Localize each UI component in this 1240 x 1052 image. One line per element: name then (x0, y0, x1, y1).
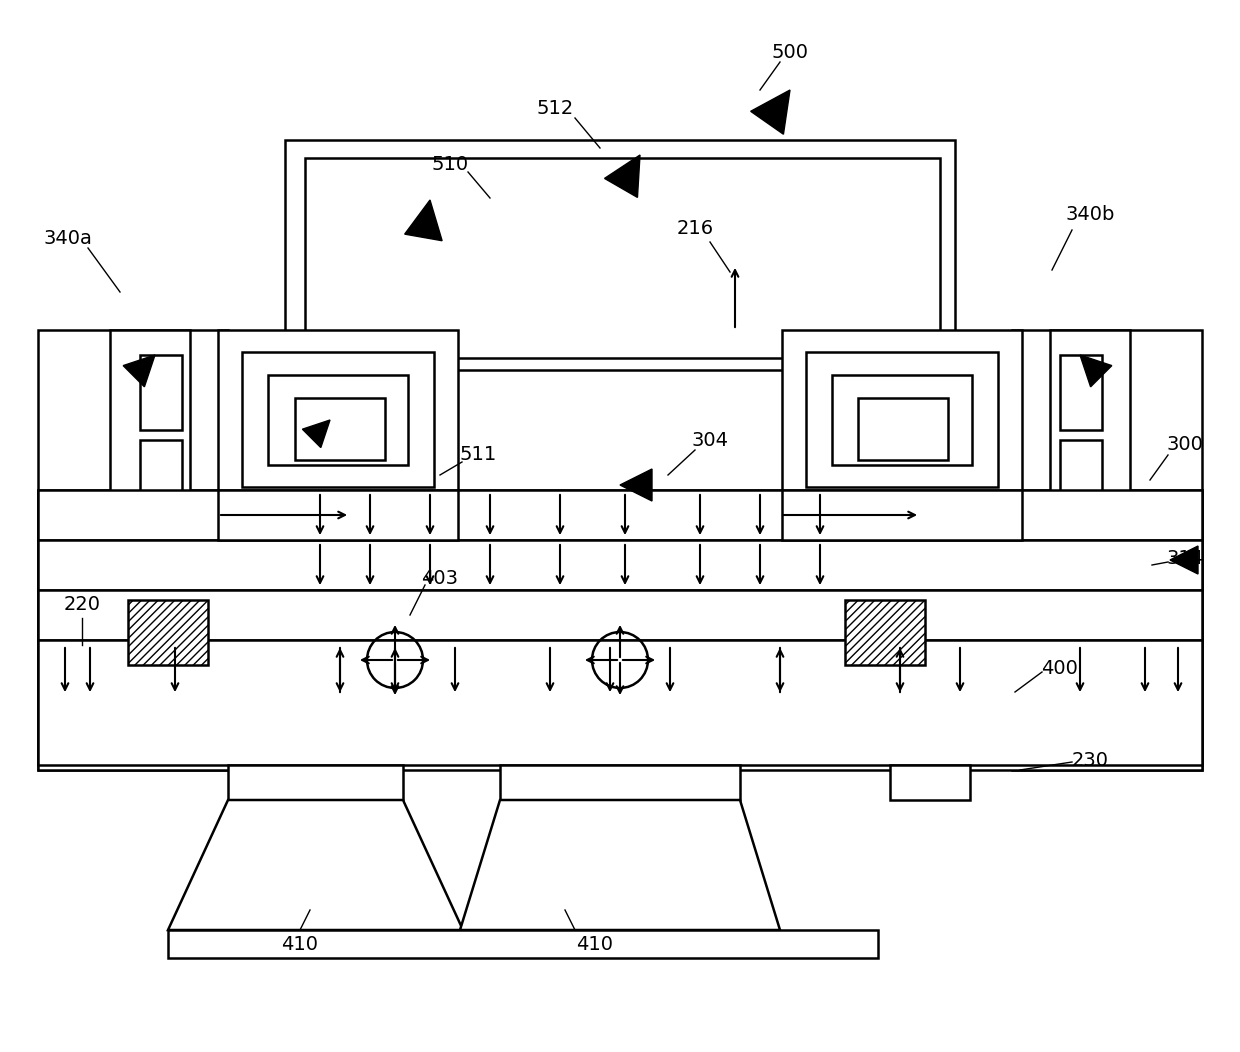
Polygon shape (1171, 546, 1198, 574)
Text: 400: 400 (1042, 659, 1079, 677)
Text: 340b: 340b (1065, 205, 1115, 224)
Polygon shape (1080, 355, 1112, 387)
Bar (305, 158, 940, 358)
Bar (128, 600, 208, 665)
Bar (782, 490, 1022, 540)
Bar (832, 375, 972, 465)
Bar (1060, 440, 1102, 510)
Text: 512: 512 (537, 99, 574, 118)
Polygon shape (460, 800, 780, 930)
Bar (295, 398, 384, 460)
Text: 410: 410 (577, 935, 614, 954)
Text: 500: 500 (771, 42, 808, 61)
Bar (228, 765, 403, 800)
Bar (218, 490, 458, 540)
Bar (844, 600, 925, 665)
Bar (140, 440, 182, 510)
Text: 304: 304 (692, 430, 729, 449)
Polygon shape (404, 200, 443, 241)
Bar (38, 590, 1202, 640)
Bar (167, 930, 878, 958)
Bar (218, 330, 458, 505)
Bar (285, 140, 955, 370)
Bar (38, 490, 1202, 770)
Bar (890, 765, 970, 800)
Polygon shape (303, 420, 330, 447)
Polygon shape (167, 800, 463, 930)
Bar (782, 330, 1022, 505)
Text: 220: 220 (63, 595, 100, 614)
Polygon shape (750, 90, 790, 135)
Bar (110, 330, 190, 530)
Polygon shape (605, 155, 640, 198)
Text: 403: 403 (422, 568, 459, 587)
Bar (1050, 330, 1130, 530)
Text: 300: 300 (1167, 436, 1204, 454)
Text: 216: 216 (677, 219, 713, 238)
Text: 510: 510 (432, 156, 469, 175)
Bar (806, 352, 998, 487)
Bar (858, 398, 949, 460)
Bar (242, 352, 434, 487)
Bar (1012, 330, 1202, 770)
Bar (1060, 355, 1102, 430)
Bar (38, 330, 228, 770)
Polygon shape (123, 355, 155, 387)
Polygon shape (620, 469, 652, 501)
Bar (268, 375, 408, 465)
Text: 314: 314 (1167, 548, 1204, 567)
Text: 511: 511 (459, 445, 497, 465)
Bar (38, 490, 1202, 540)
Bar (38, 640, 1202, 765)
Bar (500, 765, 740, 800)
Bar (38, 540, 1202, 590)
Text: 340a: 340a (43, 228, 93, 247)
Bar (140, 355, 182, 430)
Text: 410: 410 (281, 935, 319, 954)
Text: 230: 230 (1071, 750, 1109, 769)
